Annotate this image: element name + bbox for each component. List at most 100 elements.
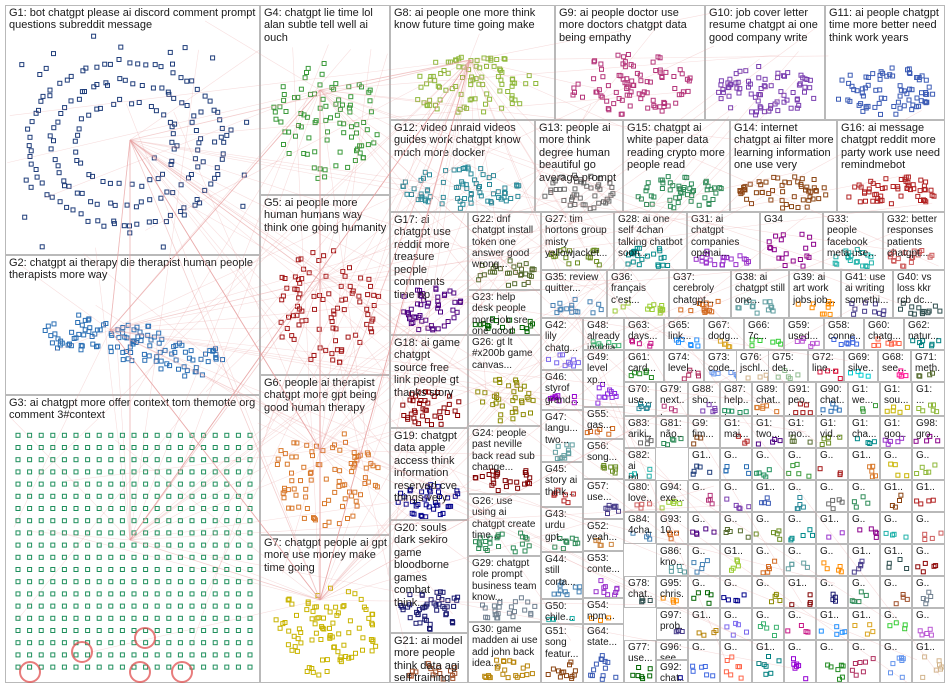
group-g1e[interactable]: G1: two... [752, 416, 784, 448]
group-g66[interactable]: G66: 7c... [744, 318, 784, 350]
group-g60[interactable]: G60: chatg... [864, 318, 904, 350]
group-g81[interactable]: G81: não... [656, 416, 688, 448]
group-g57[interactable]: G57: use... [583, 479, 624, 519]
group-g88[interactable]: G88: sho... [688, 382, 720, 416]
group-g72[interactable]: G72: line... [808, 350, 844, 382]
group-g43[interactable]: G43: urdu gpt... [541, 507, 583, 552]
group-g98[interactable]: G98: gro... [912, 416, 945, 448]
group-g1c[interactable]: G1: ... [912, 382, 945, 416]
group-g1g[interactable]: G1: vid... [816, 416, 848, 448]
small-group-cell[interactable]: G.. [784, 544, 816, 576]
group-g59[interactable]: G59: used... [784, 318, 824, 350]
group-g84[interactable]: G84: 4cha... [624, 512, 656, 544]
group-g1a[interactable]: G1: we... [848, 382, 880, 416]
group-g95[interactable]: G95: chris... [656, 576, 688, 608]
small-group-cell[interactable]: G.. [912, 512, 945, 544]
small-group-cell[interactable]: G.. [848, 640, 880, 683]
group-g78[interactable]: G78: chat... [624, 576, 656, 608]
group-g5[interactable]: G5: ai people more human humans way thin… [260, 195, 390, 375]
group-g39[interactable]: G39: ai art work jobs job... [789, 270, 841, 318]
small-group-cell[interactable]: G1.. [912, 640, 945, 683]
small-group-cell[interactable]: G.. [688, 640, 720, 683]
group-g46[interactable]: G46: styrof grand... [541, 370, 583, 410]
small-group-cell[interactable]: G.. [816, 448, 848, 480]
small-group-cell[interactable]: G.. [848, 576, 880, 608]
small-group-cell[interactable]: G1.. [880, 544, 912, 576]
group-g25[interactable]: G26: use using ai chatgpt create time... [468, 494, 541, 556]
group-g1f[interactable]: G1: mo... [784, 416, 816, 448]
small-group-cell[interactable]: G1.. [848, 608, 880, 640]
group-g1i[interactable]: G1: goo... [880, 416, 912, 448]
small-group-cell[interactable]: G.. [880, 576, 912, 608]
small-group-cell[interactable]: G.. [912, 544, 945, 576]
group-g21[interactable]: G21: ai model more people think data agi… [390, 633, 468, 683]
group-g17[interactable]: G17: ai chatgpt use reddit more treasure… [390, 212, 468, 335]
group-g87[interactable]: G87: help... [720, 382, 752, 416]
group-g1[interactable]: G1: bot chatgpt please ai discord commen… [5, 5, 260, 255]
small-group-cell[interactable]: G.. [752, 576, 784, 608]
group-g90[interactable]: G90: chat... [816, 382, 848, 416]
group-g29[interactable]: G29: chatgpt role prompt business team k… [468, 556, 541, 622]
small-group-cell[interactable]: G1.. [912, 480, 945, 512]
group-g8[interactable]: G8: ai people one more think know future… [390, 5, 555, 120]
group-g9x[interactable]: G9: fim... [688, 416, 720, 448]
small-group-cell[interactable]: G.. [816, 544, 848, 576]
small-group-cell[interactable]: G.. [880, 512, 912, 544]
small-group-cell[interactable]: G.. [784, 640, 816, 683]
group-g40[interactable]: G40: vs loss kkr rcb dc... [893, 270, 945, 318]
small-group-cell[interactable]: G.. [688, 544, 720, 576]
group-g18[interactable]: G18: ai game chatgpt source free link pe… [390, 335, 468, 428]
small-group-cell[interactable]: G.. [752, 448, 784, 480]
group-g45[interactable]: G45: story ai think... [541, 462, 583, 507]
group-g91[interactable]: G91: peo... [784, 382, 816, 416]
group-g12[interactable]: G12: video unraid videos guides work cha… [390, 120, 535, 212]
group-g58[interactable]: G58: conne... [824, 318, 864, 350]
group-g35[interactable]: G35: review quitter... [541, 270, 607, 318]
group-g94[interactable]: G94: exe... [656, 480, 688, 512]
small-group-cell[interactable]: G.. [720, 480, 752, 512]
group-g83[interactable]: G83: ariki... [624, 416, 656, 448]
small-group-cell[interactable]: G1.. [880, 480, 912, 512]
group-g30[interactable]: G30: game madden ai use add john back id… [468, 622, 541, 683]
group-g74[interactable]: G74: level... [664, 350, 704, 382]
group-g69[interactable]: G69: silve... [844, 350, 878, 382]
group-g68[interactable]: G68: see... [878, 350, 911, 382]
group-g1b[interactable]: G1: sou... [880, 382, 912, 416]
small-group-cell[interactable]: G.. [816, 576, 848, 608]
small-group-cell[interactable]: G.. [848, 512, 880, 544]
small-group-cell[interactable]: G1.. [816, 512, 848, 544]
group-g65[interactable]: G65: link... [664, 318, 704, 350]
group-g71[interactable]: G71: meth... [911, 350, 945, 382]
small-group-cell[interactable]: G.. [752, 512, 784, 544]
small-group-cell[interactable]: G1.. [752, 480, 784, 512]
group-g56[interactable]: G56: song... [583, 439, 624, 479]
small-group-cell[interactable]: G.. [912, 576, 945, 608]
group-g1h[interactable]: G1: cha... [848, 416, 880, 448]
small-group-cell[interactable]: G.. [912, 608, 945, 640]
group-g36[interactable]: G36: français c'est... [607, 270, 669, 318]
small-group-cell[interactable]: G1.. [688, 608, 720, 640]
group-g86[interactable]: G86: kno... [656, 544, 688, 576]
small-group-cell[interactable]: G1.. [720, 544, 752, 576]
group-g23[interactable]: G23: help desk people more job sre one g… [468, 290, 541, 335]
group-g55[interactable]: G55: gas... [583, 407, 624, 439]
group-g9[interactable]: G9: ai people doctor use more doctors ch… [555, 5, 705, 120]
group-g62[interactable]: G62: natur... [904, 318, 945, 350]
group-g15[interactable]: G15: chatgpt ai white paper data reading… [623, 120, 730, 212]
group-g54[interactable]: G54: npm... [583, 598, 624, 624]
group-g49[interactable]: G49: level xp... [583, 350, 624, 407]
group-g93[interactable]: G93: 10... [656, 512, 688, 544]
small-group-cell[interactable]: G.. [688, 480, 720, 512]
small-group-cell[interactable]: G.. [784, 448, 816, 480]
small-group-cell[interactable]: G.. [752, 608, 784, 640]
group-g50[interactable]: G50: chile... [541, 599, 583, 624]
small-group-cell[interactable]: G.. [784, 512, 816, 544]
group-g22[interactable]: G22: dnf chatgpt install token one answe… [468, 212, 541, 290]
small-group-cell[interactable]: G.. [880, 448, 912, 480]
group-g31[interactable]: G31: ai chatgpt companies openai... [687, 212, 760, 270]
small-group-cell[interactable]: G.. [816, 640, 848, 683]
small-group-cell[interactable]: G1.. [688, 448, 720, 480]
group-g44[interactable]: G44: still corta... [541, 552, 583, 599]
group-g28[interactable]: G28: ai one self 4chan talking chatbot s… [614, 212, 687, 270]
small-group-cell[interactable]: G.. [720, 608, 752, 640]
